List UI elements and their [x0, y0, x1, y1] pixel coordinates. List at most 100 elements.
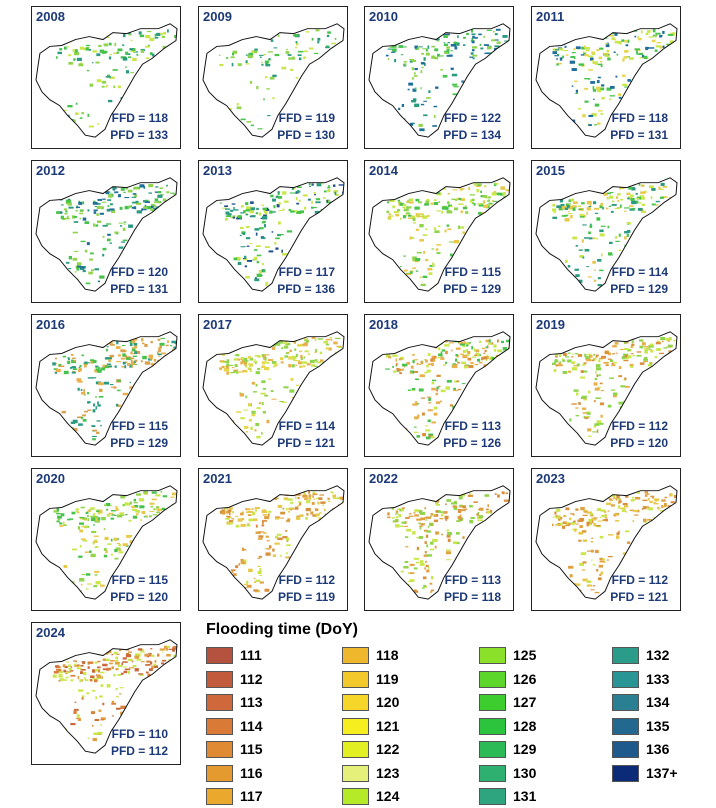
flood-pixel	[136, 493, 142, 496]
region-map	[535, 485, 678, 600]
flood-pixel	[422, 215, 428, 219]
flood-pixel	[223, 368, 230, 372]
flood-pixel	[106, 208, 111, 212]
flood-pixel	[332, 497, 338, 500]
legend-label: 118	[376, 647, 399, 663]
flood-pixel	[272, 97, 275, 100]
flood-pixel	[596, 80, 600, 84]
flood-pixel	[122, 239, 128, 242]
flood-pixel	[132, 49, 136, 51]
flood-pixel	[599, 422, 604, 425]
flood-pixel	[580, 552, 587, 556]
pfd-value: PFD = 120	[610, 436, 668, 450]
flood-pixel	[582, 514, 588, 517]
flood-pixel	[131, 196, 137, 198]
flood-pixel	[429, 582, 433, 585]
flood-pixel	[255, 422, 259, 427]
flood-pixel	[570, 215, 573, 219]
flood-pixel	[87, 113, 90, 117]
flood-pixel	[145, 671, 149, 674]
flood-pixel	[102, 702, 105, 706]
flood-pixel	[389, 46, 392, 49]
flood-pixel	[483, 44, 489, 46]
flood-pixel	[150, 208, 155, 211]
flood-pixel	[500, 186, 506, 190]
flood-pixel	[398, 201, 403, 204]
region-outline	[368, 331, 511, 446]
flood-pixel	[144, 653, 149, 657]
flood-pixel	[104, 504, 107, 507]
flood-pixel	[94, 574, 98, 576]
flood-pixel	[258, 212, 262, 216]
flood-pixel	[80, 506, 85, 509]
flood-pixel	[413, 431, 419, 433]
flood-pixel	[77, 387, 80, 391]
flood-pixel	[115, 547, 121, 550]
region-outline	[535, 177, 678, 292]
flood-pixel	[420, 283, 426, 287]
flood-pixel	[165, 206, 170, 209]
flood-pixel	[662, 185, 667, 188]
flood-pixel	[452, 93, 458, 96]
flood-pixel	[651, 188, 656, 191]
flood-pixel	[592, 564, 596, 566]
flood-pixel	[604, 43, 609, 45]
flood-pixel	[232, 53, 235, 56]
flood-pixel	[119, 693, 122, 695]
flood-pixel	[438, 30, 444, 33]
flood-pixel	[103, 528, 106, 530]
flood-pixel	[460, 492, 464, 495]
flood-pixel	[424, 567, 426, 570]
flood-pixel	[80, 416, 84, 419]
pfd-value: PFD = 133	[110, 128, 168, 142]
flood-pixel	[306, 497, 311, 500]
flood-pixel	[82, 269, 86, 273]
flood-pixel	[268, 250, 274, 253]
flood-pixel	[580, 376, 586, 379]
flood-pixel	[601, 514, 606, 518]
flood-pixel	[497, 520, 503, 524]
flood-pixel	[229, 107, 232, 111]
flood-pixel	[242, 232, 246, 235]
flood-pixel	[219, 202, 223, 204]
flood-pixel	[291, 249, 294, 253]
flood-pixel	[618, 96, 622, 99]
flood-pixel	[247, 356, 252, 359]
flood-pixel	[630, 345, 633, 349]
flood-pixel	[91, 377, 97, 379]
flood-pixel	[430, 589, 435, 592]
flood-pixel	[423, 62, 426, 66]
flood-pixel	[81, 112, 85, 115]
flood-pixel	[507, 364, 510, 366]
flood-pixel	[416, 435, 420, 438]
flood-pixel	[330, 360, 336, 363]
flood-pixel	[575, 353, 579, 355]
flood-pixel	[160, 490, 163, 493]
flood-pixel	[101, 496, 107, 499]
flood-pixel	[97, 198, 103, 201]
flood-pixel	[236, 103, 239, 106]
flood-pixel	[636, 491, 641, 494]
flood-pixel	[622, 58, 625, 62]
flood-pixel	[315, 29, 320, 32]
flood-pixel	[158, 515, 163, 520]
flood-pixel	[661, 504, 664, 509]
flood-pixel	[610, 499, 614, 502]
flood-pixel	[596, 49, 600, 52]
flood-pixel	[325, 45, 330, 47]
panel-year: 2009	[203, 9, 232, 24]
flood-pixel	[85, 588, 89, 590]
flood-pixel	[443, 35, 448, 38]
panel-year: 2013	[203, 163, 232, 178]
flood-pixel	[663, 347, 668, 349]
flood-pixel	[63, 565, 68, 569]
legend-label: 119	[376, 670, 399, 687]
flood-pixel	[105, 84, 108, 88]
flood-pixel	[453, 507, 458, 510]
flood-pixel	[121, 183, 126, 186]
flood-pixel	[274, 53, 280, 57]
flood-pixel	[435, 35, 439, 38]
flood-pixel	[573, 583, 577, 585]
legend-swatch	[206, 694, 233, 711]
flood-pixel	[592, 431, 597, 433]
